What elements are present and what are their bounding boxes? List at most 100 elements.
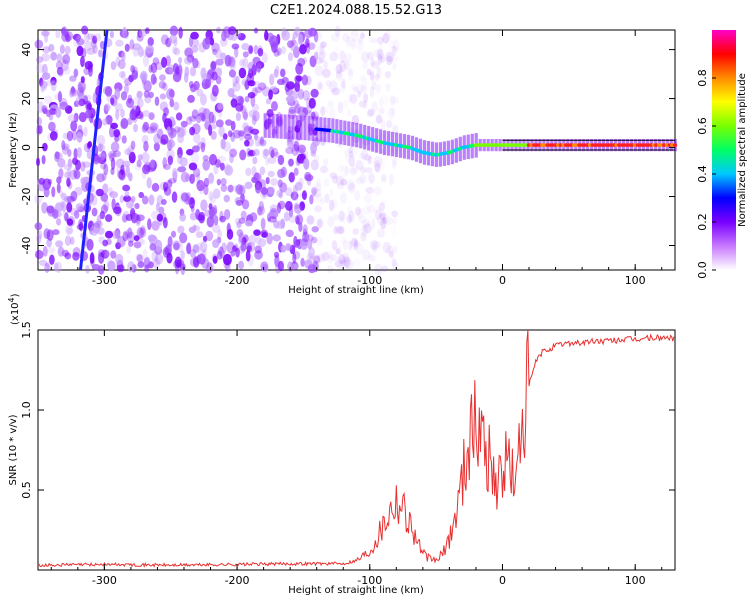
noise-cell — [96, 173, 105, 183]
noise-cell — [352, 86, 359, 93]
noise-cell — [334, 258, 343, 268]
noise-cell — [199, 93, 207, 106]
noise-cell — [368, 173, 375, 184]
noise-cell — [366, 109, 374, 118]
noise-cell — [362, 205, 371, 215]
noise-cell — [172, 62, 179, 74]
noise-cell — [55, 240, 64, 248]
noise-cell — [289, 206, 294, 218]
noise-cell — [66, 202, 73, 213]
noise-cell — [190, 151, 200, 164]
noise-cell — [161, 82, 168, 91]
noise-cell — [349, 181, 355, 192]
noise-cell — [143, 140, 149, 152]
noise-cell — [101, 249, 110, 259]
noise-cell — [35, 157, 41, 167]
noise-cell — [300, 257, 305, 267]
noise-cell — [110, 61, 117, 71]
noise-cell — [64, 235, 72, 246]
noise-cell — [90, 37, 97, 49]
noise-cell — [288, 263, 298, 270]
noise-cell — [252, 156, 258, 165]
noise-cell — [104, 230, 114, 239]
noise-cell — [115, 56, 121, 67]
noise-cell — [149, 158, 155, 169]
noise-cell — [335, 248, 341, 255]
noise-cell — [47, 246, 56, 254]
noise-cell — [342, 99, 349, 109]
noise-cell — [202, 155, 210, 163]
noise-cell — [132, 47, 139, 57]
noise-cell — [177, 166, 187, 173]
noise-cell — [264, 157, 270, 166]
noise-cell — [288, 158, 294, 167]
noise-cell — [387, 107, 395, 120]
noise-cell — [224, 165, 234, 176]
noise-cell — [316, 218, 323, 229]
noise-cell — [210, 61, 217, 72]
noise-cell — [263, 148, 270, 157]
noise-cell — [169, 98, 175, 108]
noise-cell — [76, 147, 82, 158]
noise-cell — [371, 101, 378, 112]
noise-cell — [391, 45, 397, 56]
noise-cell — [238, 96, 244, 105]
noise-cell — [338, 212, 348, 223]
noise-cell — [277, 168, 286, 179]
noise-cell — [289, 91, 299, 100]
noise-cell — [187, 94, 195, 103]
noise-cell — [142, 248, 148, 260]
snr-panel: -300 -200 -100 0 100 0.5 1.0 1.5 Height of str… — [7, 293, 676, 596]
noise-cell — [167, 37, 173, 45]
noise-cell — [367, 108, 375, 117]
noise-cell — [76, 38, 85, 46]
noise-cell — [259, 179, 267, 190]
noise-cell — [199, 241, 208, 253]
noise-cell — [145, 45, 155, 54]
noise-cell — [177, 225, 185, 234]
noise-cell — [107, 260, 116, 272]
noise-cell — [350, 237, 358, 250]
noise-cell — [342, 239, 348, 251]
noise-cell — [297, 144, 307, 154]
noise-cell — [370, 57, 375, 67]
noise-cell — [221, 30, 227, 42]
noise-cell — [287, 158, 294, 168]
noise-cell — [232, 81, 241, 92]
noise-cell — [77, 80, 86, 93]
y-tick-label: 1.5 — [20, 321, 33, 339]
noise-cell — [358, 152, 365, 159]
noise-cell — [94, 33, 102, 42]
noise-cell — [98, 264, 105, 275]
noise-cell — [379, 212, 387, 221]
noise-cell — [174, 126, 181, 133]
noise-cell — [252, 110, 260, 122]
noise-cell — [50, 80, 57, 92]
noise-cell — [66, 130, 74, 142]
noise-cell — [84, 109, 92, 119]
noise-cell — [106, 257, 113, 269]
noise-cell — [115, 109, 120, 120]
noise-cell — [340, 235, 347, 246]
noise-cell — [219, 210, 224, 221]
noise-cell — [192, 244, 200, 253]
track-halo — [271, 113, 275, 139]
noise-cell — [120, 118, 129, 129]
noise-cell — [239, 105, 247, 114]
noise-cell — [131, 195, 136, 203]
noise-cell — [92, 35, 98, 45]
noise-cell — [212, 239, 220, 248]
noise-cell — [67, 148, 72, 158]
noise-cell — [152, 57, 160, 66]
noise-cell — [137, 46, 144, 58]
noise-cell — [76, 87, 84, 97]
noise-cell — [211, 223, 221, 233]
noise-cell — [357, 43, 363, 55]
noise-cell — [84, 40, 93, 51]
noise-cell — [144, 264, 150, 273]
noise-cell — [353, 239, 358, 251]
noise-cell — [129, 202, 136, 211]
noise-cell — [346, 179, 355, 191]
noise-cell — [110, 157, 116, 170]
